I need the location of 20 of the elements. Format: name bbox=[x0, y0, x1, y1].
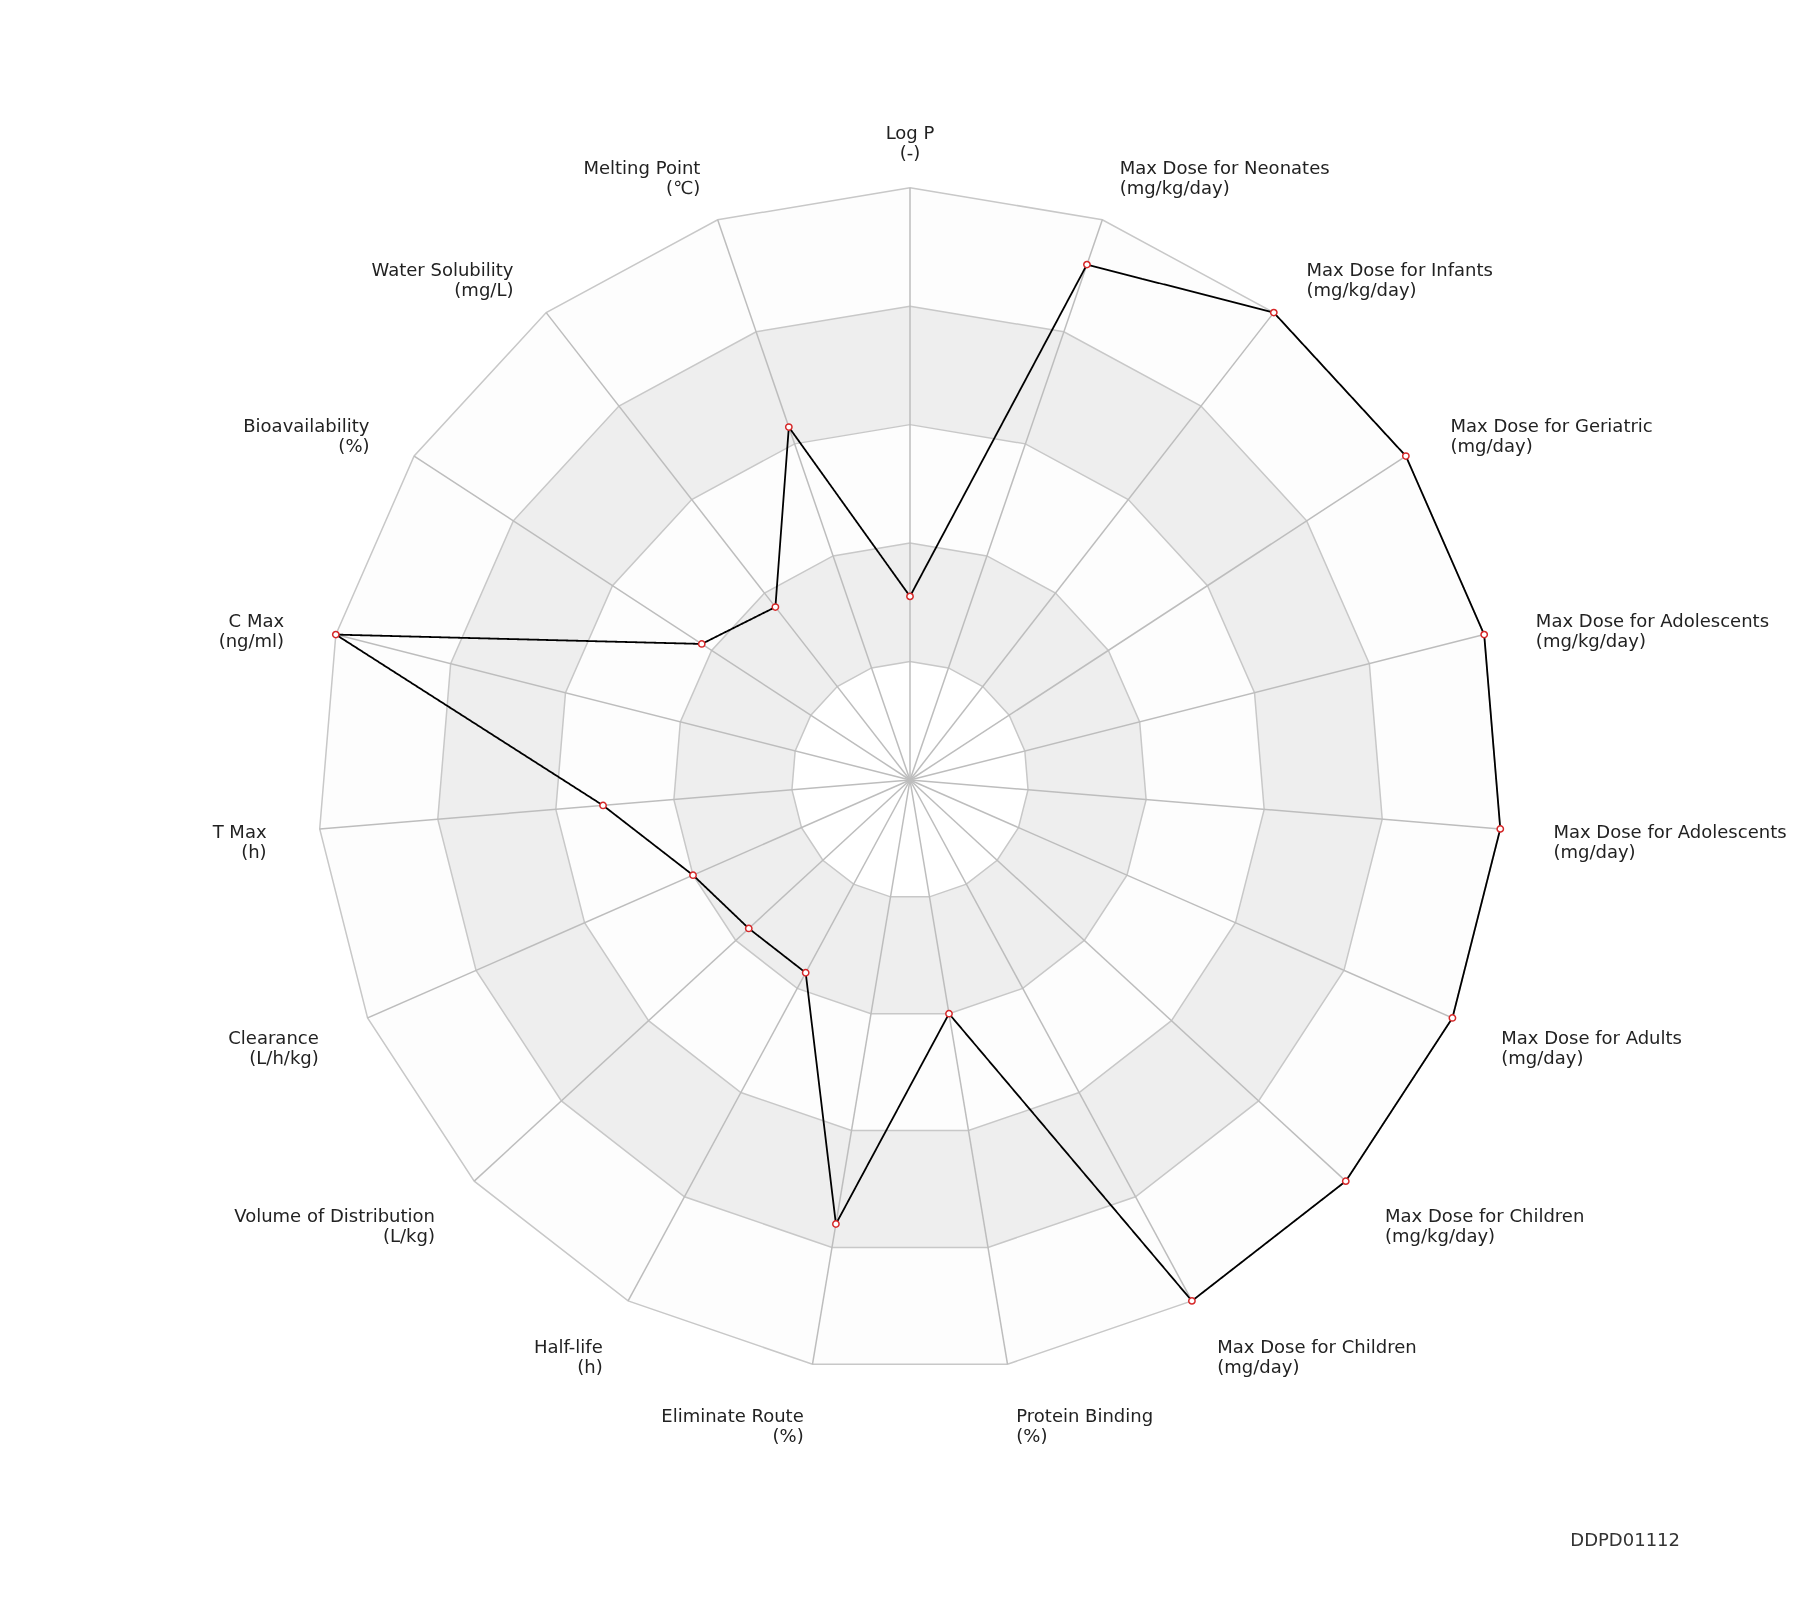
spoke-label: Max Dose for Children (mg/kg/day) bbox=[1384, 1205, 1585, 1247]
spoke-label: Max Dose for Infants (mg/kg/day) bbox=[1306, 258, 1493, 300]
spoke-label: Max Dose for Adolescents (mg/kg/day) bbox=[1535, 609, 1770, 651]
spoke-label: Bioavailability (%) bbox=[243, 414, 370, 456]
spoke-label: Max Dose for Adults (mg/day) bbox=[1501, 1027, 1682, 1069]
spoke-label: Max Dose for Geriatric (mg/day) bbox=[1450, 414, 1653, 456]
spoke-label: Volume of Distribution (L/kg) bbox=[234, 1205, 436, 1247]
spoke-label: Max Dose for Children (mg/day) bbox=[1217, 1335, 1417, 1377]
spoke-label: Log P (-) bbox=[885, 122, 935, 164]
spoke-label: C Max (ng/ml) bbox=[218, 609, 285, 651]
spoke-label: Protein Binding (%) bbox=[1016, 1404, 1154, 1446]
spoke-label: Clearance (L/h/kg) bbox=[228, 1027, 319, 1069]
spoke-label: T Max (h) bbox=[211, 821, 267, 863]
spoke-label: Half-life (h) bbox=[533, 1335, 603, 1377]
spoke-label: Eliminate Route (%) bbox=[661, 1404, 804, 1446]
spoke-label: Water Solubility (mg/L) bbox=[371, 258, 514, 300]
text: DDPD01112 bbox=[1570, 1529, 1680, 1550]
spoke-label: Max Dose for Neonates (mg/kg/day) bbox=[1119, 157, 1330, 199]
spoke-label: Melting Point (℃) bbox=[583, 157, 701, 199]
spoke-label: Max Dose for Adolescents (mg/day) bbox=[1553, 821, 1787, 863]
